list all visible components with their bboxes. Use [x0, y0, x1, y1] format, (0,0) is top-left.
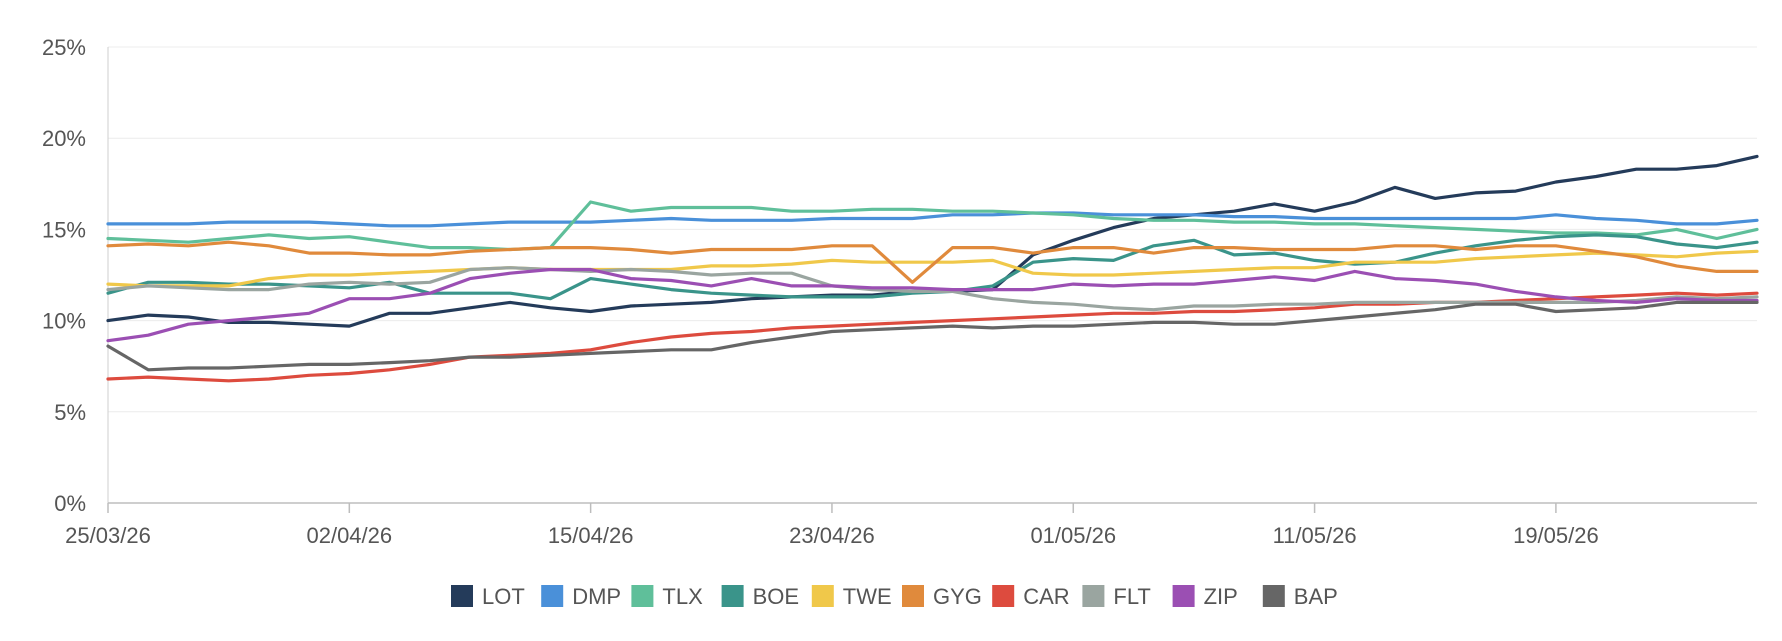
axes: 0% 5% 10% 15% 20% 25% 25/03/26 02/04/26 15/04/26… [42, 35, 1757, 548]
series-line-zip [106, 267, 1759, 343]
series-line-car [106, 291, 1759, 383]
legend-label: ZIP [1204, 584, 1238, 609]
legend-swatch [631, 585, 654, 607]
legend-label: TLX [662, 584, 703, 609]
x-tick-label: 02/04/26 [306, 523, 392, 548]
series-line-flt [106, 266, 1759, 312]
legend-swatch [1262, 585, 1285, 607]
series-line-dmp [106, 211, 1759, 228]
x-tick-label: 01/05/26 [1030, 523, 1116, 548]
series-line-twe [106, 249, 1759, 288]
legend-item-gyg[interactable]: GYG [902, 584, 982, 609]
legend-label: BAP [1294, 584, 1338, 609]
legend-swatch [811, 585, 834, 607]
legend-swatch [992, 585, 1015, 607]
y-tick-label: 10% [42, 309, 86, 334]
series-line-gyg [106, 240, 1759, 284]
legend-swatch [721, 585, 744, 607]
legend-label: GYG [933, 584, 982, 609]
legend: LOT DMP TLX BOE TWE GYG CAR FLT ZIP BAP [451, 584, 1338, 609]
x-tick-label: 15/04/26 [548, 523, 634, 548]
x-tick-label: 25/03/26 [65, 523, 151, 548]
legend-item-car[interactable]: CAR [992, 584, 1070, 609]
legend-label: CAR [1023, 584, 1069, 609]
legend-label: TWE [843, 584, 892, 609]
series-line-tlx [106, 200, 1759, 252]
y-tick-label: 20% [42, 126, 86, 151]
y-tick-label: 0% [54, 491, 86, 516]
y-tick-label: 15% [42, 217, 86, 242]
legend-label: LOT [482, 584, 525, 609]
legend-label: FLT [1113, 584, 1150, 609]
legend-item-tlx[interactable]: TLX [631, 584, 703, 609]
legend-swatch [1082, 585, 1105, 607]
legend-item-flt[interactable]: FLT [1082, 584, 1151, 609]
x-tick-label: 19/05/26 [1513, 523, 1599, 548]
legend-label: DMP [572, 584, 621, 609]
legend-swatch [541, 585, 564, 607]
grid-lines [108, 46, 1757, 413]
legend-swatch [902, 585, 924, 607]
legend-item-boe[interactable]: BOE [721, 584, 799, 609]
y-tick-label: 25% [42, 35, 86, 60]
legend-item-zip[interactable]: ZIP [1172, 584, 1238, 609]
legend-item-twe[interactable]: TWE [811, 584, 892, 609]
legend-label: BOE [753, 584, 799, 609]
legend-item-bap[interactable]: BAP [1262, 584, 1338, 609]
series-line-bap [106, 300, 1759, 372]
legend-swatch [451, 585, 473, 607]
x-tick-label: 23/04/26 [789, 523, 875, 548]
y-tick-label: 5% [54, 400, 86, 425]
legend-item-dmp[interactable]: DMP [541, 584, 621, 609]
legend-swatch [1172, 585, 1195, 607]
legend-item-lot[interactable]: LOT [451, 584, 525, 609]
series-lines [106, 154, 1759, 383]
x-tick-label: 11/05/26 [1273, 523, 1357, 548]
